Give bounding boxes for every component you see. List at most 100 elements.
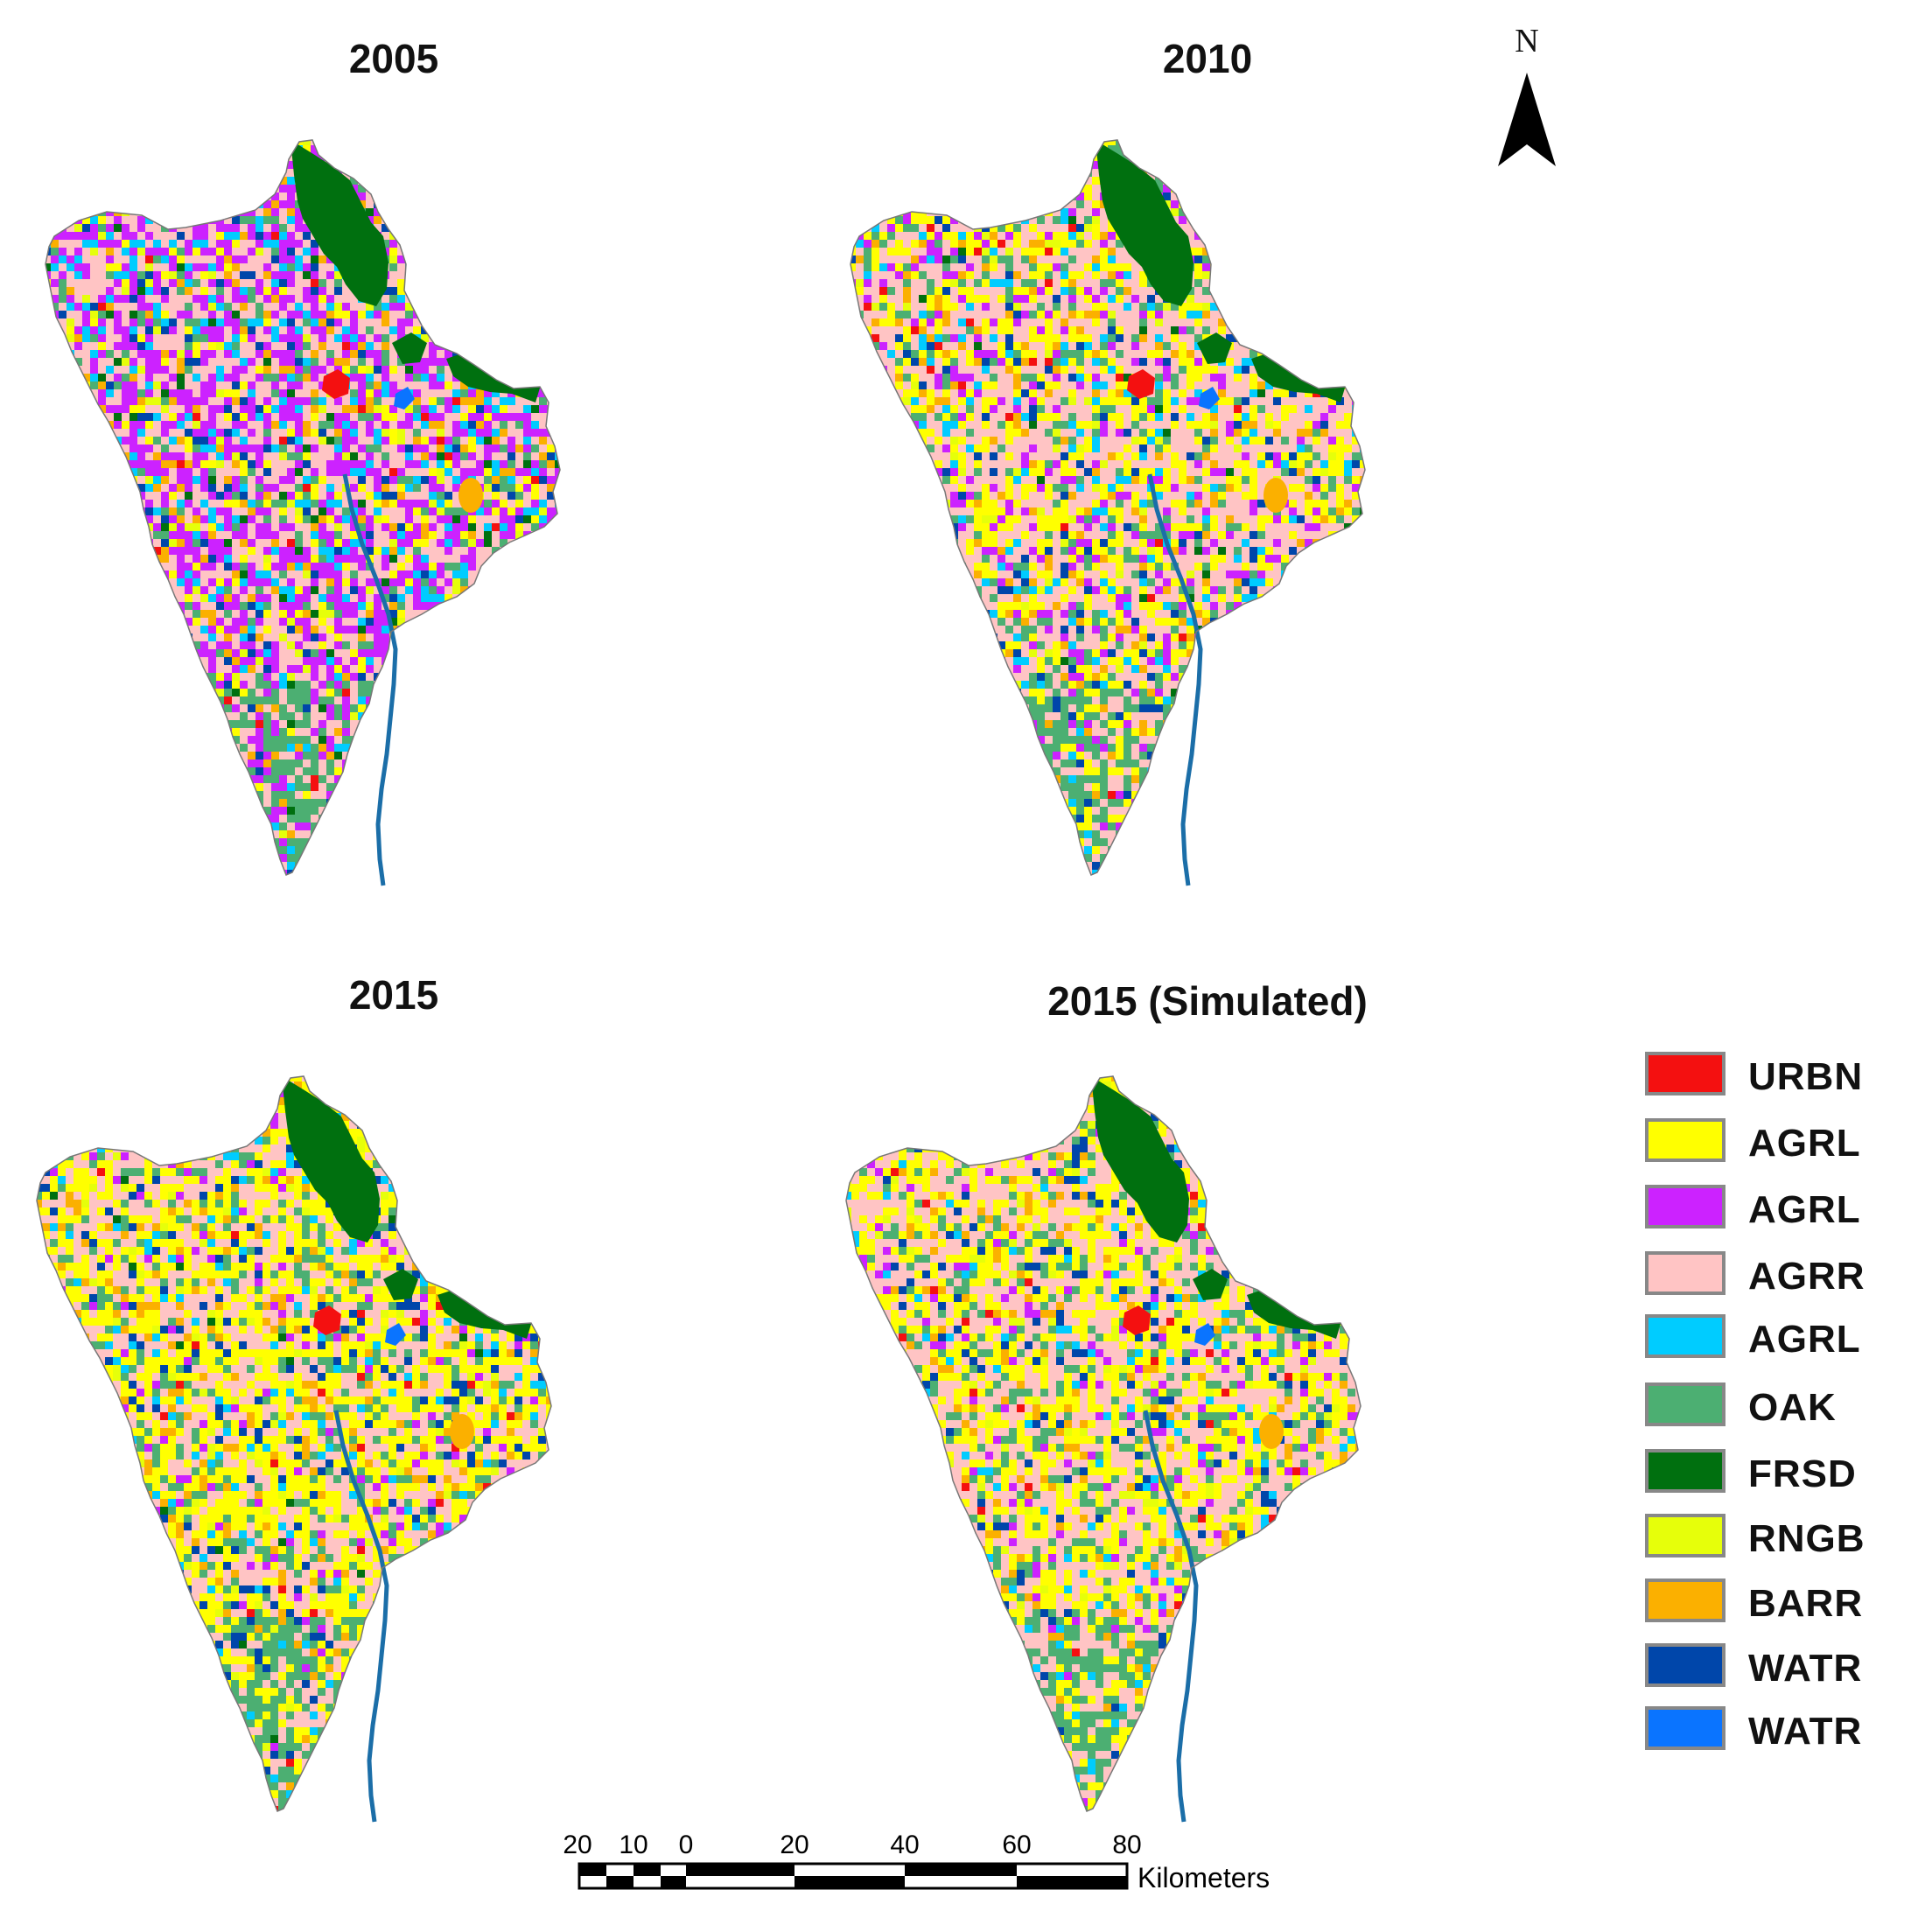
legend-label: OAK	[1748, 1386, 1837, 1430]
legend-label: AGRL	[1748, 1318, 1861, 1362]
north-letter: N	[1488, 22, 1566, 60]
legend-label: URBN	[1748, 1055, 1863, 1099]
legend-item: OAK	[1645, 1382, 1908, 1435]
forest-region	[383, 1269, 418, 1300]
legend-item: AGRL	[1645, 1118, 1908, 1171]
lake	[394, 387, 415, 410]
scale-tick-label: 80	[1112, 1830, 1141, 1859]
scale-tick-label: 40	[890, 1830, 919, 1859]
panel-title-2015: 2015	[88, 971, 700, 1018]
legend-label: AGRL	[1748, 1188, 1861, 1232]
land-use-map-2005	[35, 114, 822, 901]
river	[1143, 1410, 1199, 1823]
scale-unit-label: Kilometers	[1138, 1862, 1270, 1894]
legend-label: BARR	[1748, 1582, 1863, 1626]
barren-area	[1264, 478, 1288, 513]
scale-tick-label: 10	[619, 1830, 648, 1859]
legend-swatch	[1645, 1251, 1726, 1295]
legend-item: AGRL	[1645, 1314, 1908, 1367]
legend-swatch	[1645, 1052, 1726, 1096]
north-arrow: N	[1488, 22, 1566, 171]
legend-swatch	[1645, 1643, 1726, 1687]
barren-area	[458, 478, 483, 513]
lake	[1194, 1323, 1215, 1346]
forest-region	[1091, 1076, 1189, 1242]
land-use-raster	[36, 1075, 552, 1823]
scale-bar-frame	[578, 1862, 1129, 1890]
scale-segment	[606, 1876, 634, 1888]
legend-swatch	[1645, 1449, 1726, 1493]
scale-segment	[606, 1864, 634, 1876]
legend-label: RNGB	[1748, 1517, 1866, 1561]
land-use-map-2015	[26, 1050, 814, 1838]
watershed-boundary	[845, 1075, 1362, 1812]
scale-bar: 20 10 0 20 40 60 80 Kilometers	[525, 1820, 1330, 1916]
river	[342, 473, 398, 886]
scale-segment	[1017, 1864, 1127, 1876]
land-use-map-2010	[840, 114, 1628, 901]
scale-segment	[661, 1876, 686, 1888]
legend-item: AGRL	[1645, 1185, 1908, 1237]
watershed-boundary	[850, 139, 1366, 876]
forest-region	[1197, 332, 1232, 364]
scale-segment	[686, 1864, 794, 1876]
north-arrow-icon	[1498, 73, 1556, 166]
scale-segment	[661, 1864, 686, 1876]
watershed-boundary	[45, 139, 561, 876]
panel-title-2010: 2010	[901, 35, 1514, 82]
legend-label: WATR	[1748, 1647, 1862, 1690]
legend-swatch	[1645, 1185, 1726, 1228]
legend-swatch	[1645, 1706, 1726, 1750]
legend-label: FRSD	[1748, 1452, 1857, 1496]
watershed-boundary	[36, 1075, 552, 1812]
scale-segment	[905, 1864, 1017, 1876]
scale-segment	[634, 1864, 661, 1876]
urban-area	[322, 369, 350, 399]
legend-swatch	[1645, 1118, 1726, 1162]
river	[1147, 473, 1203, 886]
legend-label: AGRL	[1748, 1122, 1861, 1166]
forest-region	[282, 1076, 380, 1242]
land-use-raster	[45, 139, 561, 886]
land-use-raster	[845, 1075, 1362, 1823]
scale-tick-label: 60	[1002, 1830, 1031, 1859]
barren-area	[450, 1414, 474, 1449]
scale-segment	[579, 1864, 606, 1876]
legend-label: WATR	[1748, 1710, 1862, 1754]
urban-area	[1123, 1306, 1151, 1335]
legend-swatch	[1645, 1514, 1726, 1558]
lake	[385, 1323, 406, 1346]
legend-item: URBN	[1645, 1052, 1908, 1104]
forest-region	[1096, 140, 1194, 306]
scale-tick-label: 20	[563, 1830, 592, 1859]
scale-segment	[1017, 1876, 1127, 1888]
legend-item: WATR	[1645, 1643, 1908, 1696]
panel-title-2005: 2005	[88, 35, 700, 82]
legend-item: WATR	[1645, 1706, 1908, 1759]
legend-item: FRSD	[1645, 1449, 1908, 1502]
scale-segment	[794, 1876, 905, 1888]
forest-region	[392, 332, 427, 364]
legend-item: AGRR	[1645, 1251, 1908, 1304]
scale-tick-label: 0	[679, 1830, 694, 1859]
land-use-map-2015-simulated	[836, 1050, 1623, 1838]
land-use-raster	[850, 139, 1366, 886]
forest-region	[1193, 1269, 1228, 1300]
panel-title-2015-simulated: 2015 (Simulated)	[901, 977, 1514, 1025]
lake	[1199, 387, 1220, 410]
forest-region	[290, 140, 388, 306]
barren-area	[1259, 1414, 1284, 1449]
urban-area	[1127, 369, 1155, 399]
scale-segment	[579, 1876, 606, 1888]
legend-item: RNGB	[1645, 1514, 1908, 1566]
legend-swatch	[1645, 1578, 1726, 1622]
scale-segment	[794, 1864, 905, 1876]
legend-item: BARR	[1645, 1578, 1908, 1631]
scale-segment	[686, 1876, 794, 1888]
scale-segment	[905, 1876, 1017, 1888]
legend-label: AGRR	[1748, 1255, 1866, 1298]
legend-swatch	[1645, 1314, 1726, 1358]
legend-swatch	[1645, 1382, 1726, 1426]
river	[333, 1410, 389, 1823]
scale-tick-label: 20	[780, 1830, 808, 1859]
